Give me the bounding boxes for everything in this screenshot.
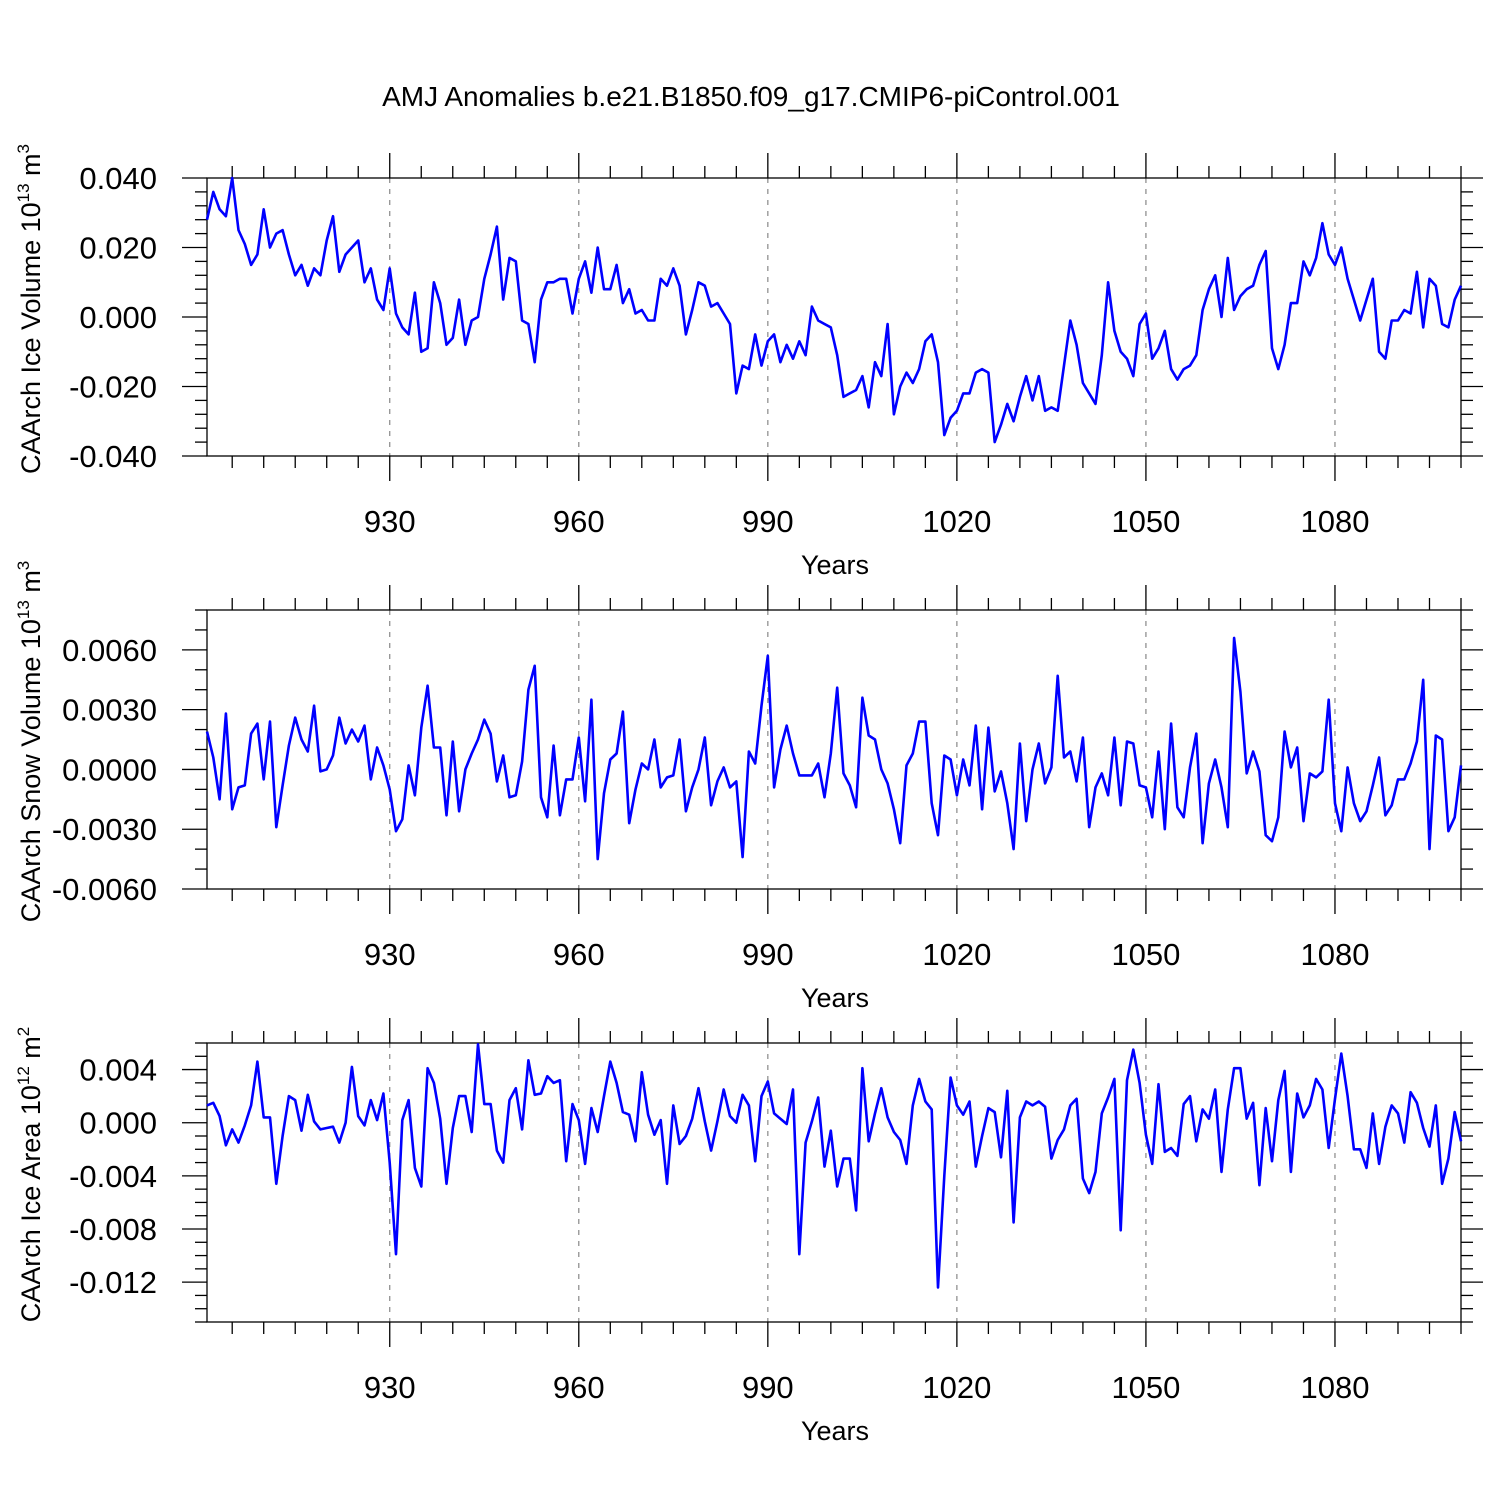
y-tick-label: -0.004	[69, 1159, 157, 1194]
x-tick-label: 990	[742, 504, 794, 539]
x-tick-label: 1080	[1300, 1370, 1369, 1405]
series-line-ice-volume	[205, 176, 1463, 444]
y-tick-label: 0.0060	[62, 633, 157, 668]
x-tick-label: 960	[553, 504, 605, 539]
y-axis-title: CAArch Ice Volume 1013 m3	[14, 144, 46, 474]
x-tick-label: 1050	[1111, 504, 1180, 539]
x-axis-title: Years	[801, 983, 869, 1013]
x-tick-label: 1050	[1111, 937, 1180, 972]
y-tick-label: 0.000	[79, 300, 157, 335]
x-tick-label: 1020	[922, 1370, 991, 1405]
y-axis-title: CAArch Snow Volume 1013 m3	[14, 561, 46, 923]
plot-frame	[206, 1042, 1462, 1323]
y-tick-label: 0.040	[79, 161, 157, 196]
x-tick-label: 1050	[1111, 1370, 1180, 1405]
x-tick-label: 1080	[1300, 937, 1369, 972]
x-tick-label: 990	[742, 1370, 794, 1405]
y-tick-label: 0.000	[79, 1106, 157, 1141]
series-line-ice-area	[206, 1043, 1463, 1289]
x-tick-label: 960	[553, 937, 605, 972]
y-tick-label: 0.020	[79, 231, 157, 266]
y-tick-label: -0.040	[69, 439, 157, 474]
plot-frame	[206, 609, 1462, 890]
x-tick-label: 1080	[1300, 504, 1369, 539]
chart-panel-snow-volume: 930 960 990 1020 1050 1080 0.0060 0.0030 0.0000 -…	[14, 561, 1483, 1013]
y-tick-label: -0.0030	[52, 812, 157, 847]
plot-frame	[206, 177, 1462, 457]
y-tick-label: 0.0000	[62, 752, 157, 787]
chart-panel-ice-volume: 930 960 990 1020 1050 1080 0.040 0.020 0.000 -0.0…	[14, 144, 1483, 580]
x-axis-title: Years	[801, 1416, 869, 1446]
chart-panel-ice-area: 930 960 990 1020 1050 1080 0.004 0.000 -0.004 -0.…	[14, 1018, 1483, 1446]
y-tick-label: 0.004	[79, 1053, 157, 1088]
x-tick-label: 990	[742, 937, 794, 972]
y-axis-title: CAArch Ice Area 1012 m2	[14, 1027, 46, 1323]
y-tick-label: -0.012	[69, 1265, 157, 1300]
y-tick-label: 0.0030	[62, 693, 157, 728]
x-tick-label: 930	[364, 504, 416, 539]
x-tick-label: 1020	[922, 937, 991, 972]
x-tick-label: 930	[364, 1370, 416, 1405]
y-tick-label: -0.008	[69, 1212, 157, 1247]
x-tick-label: 1020	[922, 504, 991, 539]
series-line-snow-volume	[205, 636, 1463, 861]
x-tick-label: 960	[553, 1370, 605, 1405]
x-tick-label: 930	[364, 937, 416, 972]
y-tick-label: -0.0060	[52, 872, 157, 907]
chart-title: AMJ Anomalies b.e21.B1850.f09_g17.CMIP6-…	[382, 81, 1120, 112]
y-tick-label: -0.020	[69, 370, 157, 405]
x-axis-title: Years	[801, 550, 869, 580]
